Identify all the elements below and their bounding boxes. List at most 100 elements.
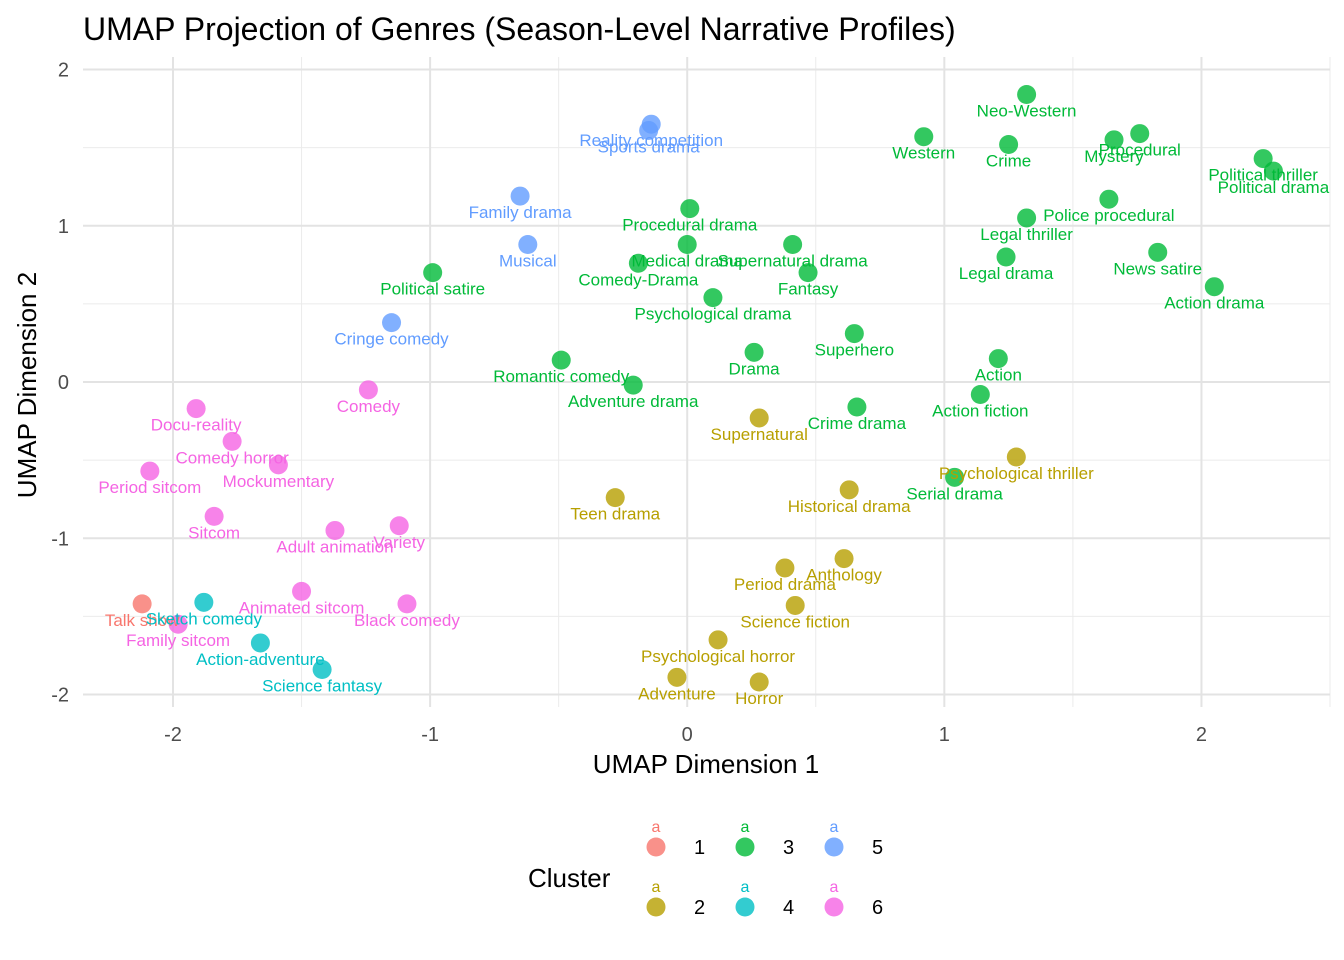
data-point bbox=[639, 120, 659, 140]
legend-label: 5 bbox=[872, 837, 883, 859]
legend-key-point bbox=[824, 837, 844, 857]
data-points bbox=[132, 85, 1283, 692]
point-label: Variety bbox=[373, 533, 425, 552]
data-point bbox=[677, 235, 697, 254]
data-point bbox=[325, 520, 345, 540]
point-label: Superhero bbox=[815, 341, 894, 360]
data-point bbox=[204, 506, 224, 526]
point-label: Comedy horror bbox=[175, 448, 289, 467]
data-point bbox=[1006, 447, 1026, 467]
legend-label: 2 bbox=[694, 897, 705, 919]
data-point bbox=[999, 135, 1019, 154]
point-labels: Talk show Teen drama Supernatural Historica… bbox=[98, 102, 1329, 709]
point-label: Police procedural bbox=[1043, 206, 1174, 225]
data-point bbox=[775, 558, 795, 578]
data-point bbox=[1099, 189, 1119, 209]
point-label: Mystery bbox=[1084, 147, 1144, 166]
point-label: Supernatural bbox=[711, 425, 808, 444]
data-point bbox=[834, 549, 854, 569]
data-point bbox=[510, 186, 530, 206]
legend-key-point bbox=[646, 897, 666, 917]
data-point bbox=[988, 349, 1008, 369]
point-label: Science fantasy bbox=[262, 677, 383, 696]
legend-key-glyph: a bbox=[830, 879, 839, 896]
data-point bbox=[551, 350, 571, 370]
legend-key-glyph: a bbox=[741, 819, 750, 836]
point-label: Serial drama bbox=[906, 484, 1003, 503]
point-label: Musical bbox=[499, 252, 557, 271]
point-label: Teen drama bbox=[570, 505, 660, 524]
data-point bbox=[518, 235, 538, 254]
point-label: Cringe comedy bbox=[334, 330, 449, 349]
point-label: Comedy-Drama bbox=[578, 270, 699, 289]
data-point bbox=[194, 592, 214, 612]
y-tick-label: 2 bbox=[58, 60, 69, 82]
legend-label: 3 bbox=[783, 837, 794, 859]
point-label: Action fiction bbox=[932, 402, 1028, 421]
data-point bbox=[785, 595, 805, 615]
point-label: Western bbox=[892, 144, 955, 163]
point-label: Reality competition bbox=[579, 131, 723, 150]
data-point bbox=[783, 235, 803, 254]
point-label: Sports drama bbox=[598, 137, 701, 156]
point-label: Medical drama bbox=[631, 252, 743, 271]
data-point bbox=[1017, 85, 1037, 104]
data-point bbox=[1104, 130, 1124, 150]
point-label: Period drama bbox=[734, 575, 837, 594]
data-point bbox=[945, 467, 965, 487]
point-label: Psychological thriller bbox=[939, 464, 1094, 483]
point-label: Political thriller bbox=[1208, 166, 1318, 185]
legend-label: 6 bbox=[872, 897, 883, 919]
y-axis-title: UMAP Dimension 2 bbox=[12, 272, 42, 498]
data-point bbox=[1263, 161, 1283, 181]
data-point bbox=[358, 380, 378, 400]
x-tick-label: 2 bbox=[1196, 724, 1207, 746]
data-point bbox=[222, 431, 242, 451]
axis-ticks: -2 -1 0 1 2 -2 -1 0 1 2 bbox=[51, 60, 1207, 747]
point-label: News satire bbox=[1113, 259, 1202, 278]
point-label: Procedural bbox=[1099, 141, 1181, 160]
point-label: Sitcom bbox=[188, 523, 240, 542]
legend-label: 4 bbox=[783, 897, 794, 919]
y-tick-label: 1 bbox=[58, 216, 69, 238]
data-point bbox=[623, 375, 643, 395]
point-label: Adventure drama bbox=[568, 392, 699, 411]
point-label: Sketch comedy bbox=[146, 609, 263, 628]
data-point bbox=[667, 667, 687, 687]
data-point bbox=[312, 660, 332, 679]
x-tick-label: 0 bbox=[682, 724, 693, 746]
y-tick-label: 0 bbox=[58, 372, 69, 394]
point-label: Fantasy bbox=[778, 280, 839, 299]
data-point bbox=[1017, 208, 1037, 228]
data-point bbox=[628, 253, 648, 273]
point-label: Animated sitcom bbox=[239, 598, 365, 617]
data-point bbox=[844, 324, 864, 344]
point-label: Psychological drama bbox=[634, 305, 791, 324]
y-tick-label: -1 bbox=[51, 528, 69, 550]
legend-key-glyph: a bbox=[652, 819, 661, 836]
point-label: Romantic comedy bbox=[493, 367, 630, 386]
legend: Cluster a 1 a 2 a 3 a 4 a 5 a 6 bbox=[528, 819, 883, 919]
point-label: Adult animation bbox=[276, 537, 393, 556]
x-tick-label: 1 bbox=[939, 724, 950, 746]
data-point bbox=[268, 455, 288, 475]
point-label: Anthology bbox=[806, 566, 882, 585]
point-label: Science fiction bbox=[740, 612, 850, 631]
data-point bbox=[1130, 124, 1150, 144]
legend-key-glyph: a bbox=[741, 879, 750, 896]
data-point bbox=[605, 488, 625, 508]
data-point bbox=[839, 480, 859, 500]
y-tick-label: -2 bbox=[51, 685, 69, 707]
point-label: Comedy bbox=[337, 397, 401, 416]
point-label: Political satire bbox=[380, 280, 485, 299]
legend-key-glyph: a bbox=[652, 879, 661, 896]
point-label: Legal drama bbox=[959, 264, 1054, 283]
point-label: Black comedy bbox=[354, 611, 460, 630]
point-label: Action drama bbox=[1164, 294, 1265, 313]
legend-title: Cluster bbox=[528, 863, 611, 893]
data-point bbox=[186, 399, 206, 419]
data-point bbox=[397, 594, 417, 614]
point-label: Period sitcom bbox=[98, 478, 201, 497]
data-point bbox=[749, 408, 769, 428]
chart-title: UMAP Projection of Genres (Season-Level … bbox=[83, 11, 956, 47]
